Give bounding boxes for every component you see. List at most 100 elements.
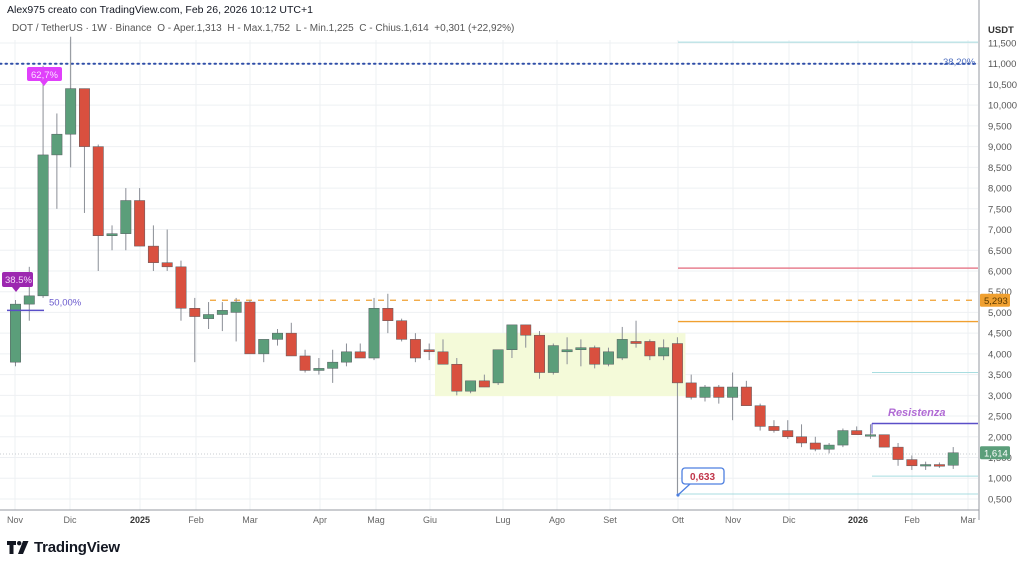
price-badge <box>980 446 1010 460</box>
candle-body <box>409 339 421 359</box>
time-tick: Set <box>603 515 617 525</box>
candle-body <box>354 351 366 359</box>
candle <box>478 374 490 388</box>
price-tick: 4,000 <box>988 349 1012 360</box>
candle-body <box>754 405 766 427</box>
candle <box>327 349 339 383</box>
candle <box>768 420 780 433</box>
candle-body <box>506 324 518 350</box>
candle-body <box>851 430 863 435</box>
candle <box>851 426 863 435</box>
candle-body <box>796 436 807 444</box>
candle <box>575 339 587 367</box>
candle-body <box>865 434 876 437</box>
candle-body <box>37 154 49 297</box>
candle <box>65 36 77 168</box>
candle-body <box>189 308 201 317</box>
price-tick: 0,500 <box>988 494 1012 505</box>
candle <box>865 424 876 439</box>
candle <box>313 358 325 375</box>
candle <box>272 329 283 346</box>
tradingview-logo[interactable]: TradingView <box>7 539 120 556</box>
price-tick: 11,000 <box>988 59 1016 70</box>
candle <box>134 188 146 247</box>
candle <box>561 337 573 365</box>
price-badge <box>980 293 1010 307</box>
candle-body <box>299 355 311 371</box>
candle-body <box>327 361 339 369</box>
candle <box>451 358 463 396</box>
price-badge-label: 5,293 <box>984 296 1008 307</box>
time-tick: Lug <box>495 515 510 525</box>
candle-body <box>920 464 932 467</box>
candle <box>382 293 394 334</box>
candle <box>37 65 49 298</box>
candle <box>809 436 821 452</box>
price-tick: 6,000 <box>988 266 1012 277</box>
time-tick: Ott <box>672 515 685 525</box>
candle <box>671 337 683 494</box>
price-tick: 6,500 <box>988 246 1012 257</box>
candle <box>244 299 256 355</box>
candle-body <box>947 452 959 466</box>
candle-body <box>161 262 173 268</box>
price-tick: 10,000 <box>988 101 1017 112</box>
candle <box>92 144 104 271</box>
candle-body <box>272 332 283 340</box>
candle-body <box>216 310 228 315</box>
fib-627-pointer <box>40 81 48 86</box>
candle <box>106 225 118 251</box>
candle <box>547 343 559 375</box>
legend-open: O - Aper.1,313 <box>157 23 222 34</box>
candle <box>878 434 890 448</box>
price-tick: 5,000 <box>988 308 1012 319</box>
candle <box>437 339 449 365</box>
candle-body <box>547 345 559 373</box>
candle <box>740 380 752 406</box>
candle-body <box>644 341 656 357</box>
candle-body <box>878 434 890 448</box>
time-tick: Giu <box>423 515 437 525</box>
candle <box>161 229 173 271</box>
candle-body <box>561 349 573 353</box>
time-tick: Nov <box>725 515 742 525</box>
candle-body <box>809 442 821 450</box>
price-tick: 5,500 <box>988 287 1012 298</box>
candle-body <box>534 334 545 373</box>
fib-627-badge <box>27 67 62 81</box>
price-tick: 10,500 <box>988 80 1017 91</box>
candle <box>520 324 532 348</box>
chart-axes: USDT 11,500 11,000 10,500 10,000 9,500 9,000 8,… <box>0 0 1017 525</box>
price-axis-unit: USDT <box>988 25 1014 36</box>
range-box <box>434 333 686 397</box>
candle-body <box>285 332 297 357</box>
candle-body <box>671 343 683 384</box>
candle-body <box>92 146 104 236</box>
fib-50-label: 50,00% <box>49 297 82 308</box>
candle <box>658 339 670 361</box>
price-tick: 7,000 <box>988 225 1012 236</box>
candle <box>644 339 656 361</box>
candle-body <box>396 320 408 340</box>
fib-385-label: 38.5% <box>5 275 32 286</box>
candle <box>796 424 807 448</box>
candle-body <box>699 386 711 398</box>
time-tick: Mag <box>367 515 385 525</box>
candle-body <box>120 200 132 234</box>
candle <box>837 428 849 448</box>
candle <box>506 324 518 359</box>
price-tick: 4,500 <box>988 329 1012 340</box>
legend-high: H - Max.1,752 <box>227 23 291 34</box>
fib-385-badge <box>2 272 33 287</box>
legend-symbol[interactable]: DOT / TetherUS · 1W · Binance <box>12 23 152 34</box>
candle <box>933 462 945 468</box>
candle-body <box>616 339 628 359</box>
candle-body <box>10 303 21 363</box>
candle-body <box>258 339 270 355</box>
candle <box>920 461 932 470</box>
candle-body <box>492 349 504 384</box>
price-tick: 8,500 <box>988 163 1012 174</box>
candle <box>906 455 918 470</box>
time-tick: Feb <box>904 515 920 525</box>
